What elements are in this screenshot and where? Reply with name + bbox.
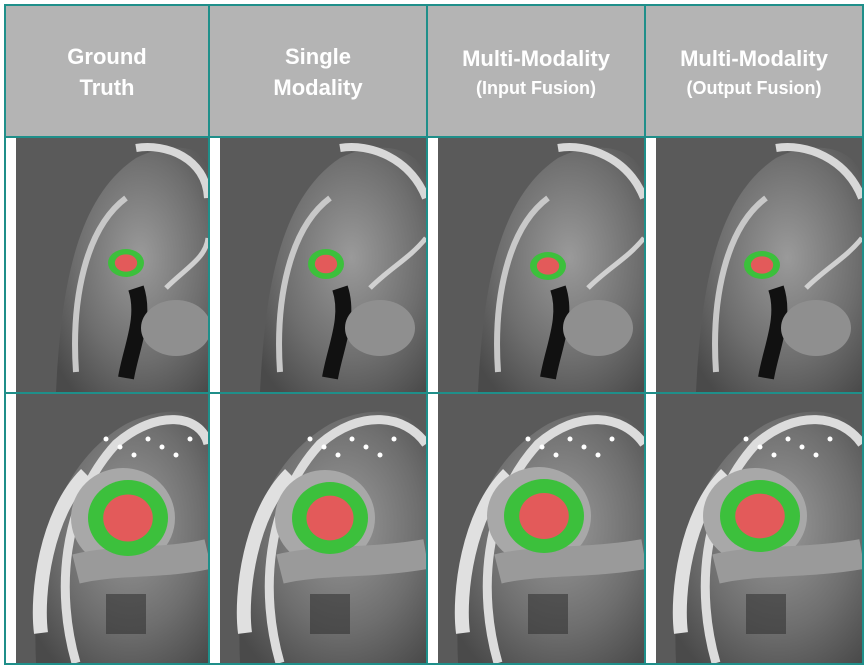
header-line1: Single: [284, 44, 351, 69]
header-line2: Modality: [273, 75, 363, 100]
header-ground-truth: Ground Truth: [6, 6, 208, 138]
header-single-modality: Single Modality: [210, 6, 426, 138]
header-line1: Multi-Modality: [680, 45, 828, 71]
mri-slice: [656, 394, 862, 663]
header-input-fusion: Multi-Modality (Input Fusion): [428, 6, 644, 138]
mri-slice: [220, 394, 426, 663]
header-line1: Ground: [67, 44, 147, 69]
header-line1: Multi-Modality: [462, 45, 610, 71]
mri-slice: [438, 394, 644, 663]
header-output-fusion: Multi-Modality (Output Fusion): [646, 6, 862, 138]
header-line2: (Output Fusion): [686, 77, 822, 98]
grid-divider: [644, 6, 646, 663]
mri-slice: [16, 394, 208, 663]
comparison-grid: Ground Truth Single Modality Multi-Modal…: [4, 4, 864, 665]
grid-divider: [6, 392, 862, 394]
grid-divider: [6, 136, 862, 138]
mri-slice: [656, 138, 862, 392]
grid-divider: [426, 6, 428, 663]
mri-slice: [16, 138, 208, 392]
header-line2: Truth: [79, 75, 135, 100]
header-line2: (Input Fusion): [476, 77, 596, 98]
grid-divider: [208, 6, 210, 663]
mri-slice: [438, 138, 644, 392]
mri-slice: [220, 138, 426, 392]
